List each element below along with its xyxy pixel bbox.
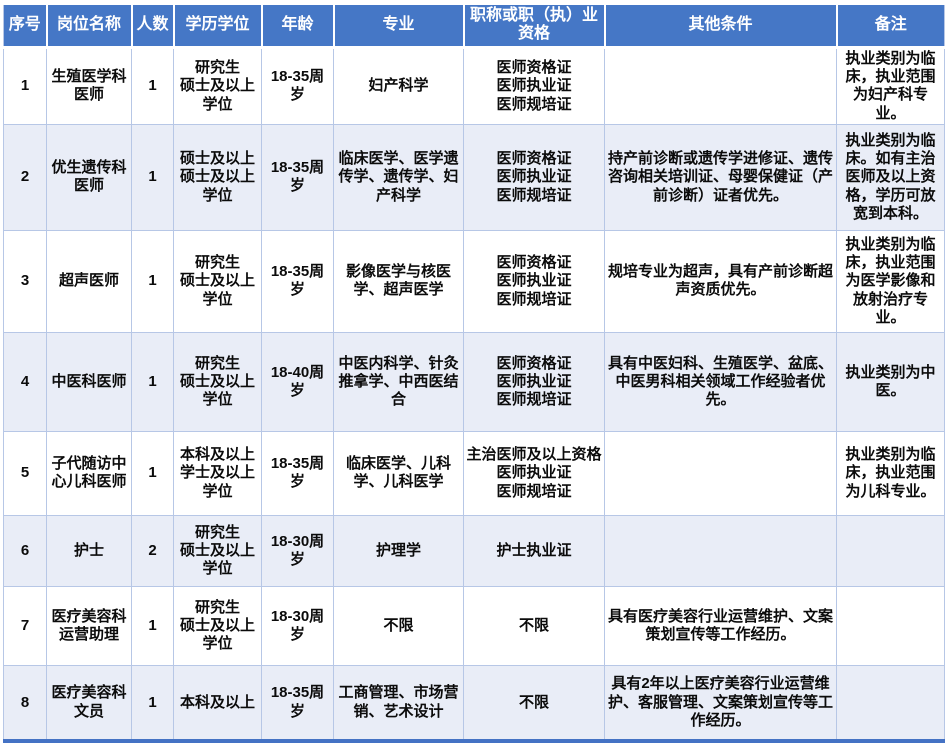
table-body: 1 生殖医学科医师 1 研究生 硕士及以上 学位 18-35周岁 妇产科学 医师…	[3, 46, 945, 742]
cell-age: 18-35周岁	[261, 46, 334, 125]
cell-other: 规培专业为超声，具有产前诊断超声资质优先。	[604, 229, 837, 333]
table-row: 1 生殖医学科医师 1 研究生 硕士及以上 学位 18-35周岁 妇产科学 医师…	[3, 46, 945, 125]
cell-education: 研究生 硕士及以上 学位	[173, 585, 262, 666]
column-header-index: 序号	[3, 5, 47, 49]
cell-position: 超声医师	[46, 229, 132, 333]
cell-other	[604, 430, 837, 516]
table-row: 7 医疗美容科运营助理 1 研究生 硕士及以上 学位 18-30周岁 不限 不限…	[3, 585, 945, 666]
cell-other: 具有2年以上医疗美容行业运营维护、客服管理、文案策划宣传等工作经历。	[604, 664, 837, 742]
cell-remarks: 执业类别为临床，执业范围为医学影像和放射治疗专业。	[836, 229, 945, 333]
column-header-remarks: 备注	[835, 5, 945, 49]
cell-education: 研究生 硕士及以上 学位	[173, 514, 262, 587]
cell-other: 具有中医妇科、生殖医学、盆底、中医男科相关领域工作经验者优先。	[604, 331, 837, 432]
table-row: 3 超声医师 1 研究生 硕士及以上 学位 18-35周岁 影像医学与核医学、超…	[3, 229, 945, 333]
cell-qualification: 医师资格证 医师执业证 医师规培证	[463, 331, 605, 432]
cell-education: 本科及以上	[173, 664, 262, 742]
cell-remarks: 执业类别为临床，执业范围为妇产科专业。	[836, 46, 945, 125]
cell-age: 18-35周岁	[261, 430, 334, 516]
cell-other	[604, 514, 837, 587]
cell-education: 研究生 硕士及以上 学位	[173, 229, 262, 333]
cell-remarks	[836, 585, 945, 666]
cell-major: 妇产科学	[333, 46, 464, 125]
cell-age: 18-40周岁	[261, 331, 334, 432]
cell-count: 1	[131, 331, 174, 432]
column-header-education: 学历学位	[172, 5, 262, 49]
cell-index: 7	[3, 585, 47, 666]
cell-age: 18-30周岁	[261, 514, 334, 587]
cell-major: 工商管理、市场营销、艺术设计	[333, 664, 464, 742]
recruitment-table: 序号 岗位名称 人数 学历学位 年龄 专业 职称或职（执）业资格 其他条件 备注…	[3, 5, 945, 743]
cell-count: 1	[131, 430, 174, 516]
cell-index: 6	[3, 514, 47, 587]
cell-age: 18-35周岁	[261, 229, 334, 333]
cell-education: 本科及以上 学士及以上 学位	[173, 430, 262, 516]
cell-major: 中医内科学、针灸推拿学、中西医结合	[333, 331, 464, 432]
cell-position: 生殖医学科医师	[46, 46, 132, 125]
cell-count: 1	[131, 46, 174, 125]
cell-position: 医疗美容科文员	[46, 664, 132, 742]
table-header: 序号 岗位名称 人数 学历学位 年龄 专业 职称或职（执）业资格 其他条件 备注	[3, 5, 945, 49]
cell-remarks	[836, 664, 945, 742]
cell-position: 中医科医师	[46, 331, 132, 432]
cell-major: 临床医学、儿科学、儿科医学	[333, 430, 464, 516]
column-header-position: 岗位名称	[45, 5, 132, 49]
cell-qualification: 不限	[463, 664, 605, 742]
cell-education: 硕士及以上 硕士及以上 学位	[173, 123, 262, 231]
cell-position: 护士	[46, 514, 132, 587]
cell-index: 2	[3, 123, 47, 231]
column-header-major: 专业	[332, 5, 464, 49]
cell-age: 18-35周岁	[261, 123, 334, 231]
cell-remarks: 执业类别为临床，执业范围为儿科专业。	[836, 430, 945, 516]
cell-other: 具有医疗美容行业运营维护、文案策划宣传等工作经历。	[604, 585, 837, 666]
header-row: 序号 岗位名称 人数 学历学位 年龄 专业 职称或职（执）业资格 其他条件 备注	[3, 5, 945, 49]
cell-position: 子代随访中心儿科医师	[46, 430, 132, 516]
cell-position: 医疗美容科运营助理	[46, 585, 132, 666]
table-row: 4 中医科医师 1 研究生 硕士及以上 学位 18-40周岁 中医内科学、针灸推…	[3, 331, 945, 432]
cell-qualification: 主治医师及以上资格 医师执业证 医师规培证	[463, 430, 605, 516]
cell-count: 1	[131, 229, 174, 333]
cell-index: 4	[3, 331, 47, 432]
table-row: 8 医疗美容科文员 1 本科及以上 18-35周岁 工商管理、市场营销、艺术设计…	[3, 664, 945, 742]
positions-table: 序号 岗位名称 人数 学历学位 年龄 专业 职称或职（执）业资格 其他条件 备注…	[3, 5, 945, 743]
cell-age: 18-30周岁	[261, 585, 334, 666]
table-row: 2 优生遗传科医师 1 硕士及以上 硕士及以上 学位 18-35周岁 临床医学、…	[3, 123, 945, 231]
cell-remarks: 执业类别为临床。如有主治医师及以上资格，学历可放宽到本科。	[836, 123, 945, 231]
column-header-age: 年龄	[260, 5, 334, 49]
cell-qualification: 护士执业证	[463, 514, 605, 587]
cell-count: 1	[131, 585, 174, 666]
column-header-qualification: 职称或职（执）业资格	[462, 5, 605, 49]
cell-major: 不限	[333, 585, 464, 666]
cell-remarks: 执业类别为中医。	[836, 331, 945, 432]
table-row: 5 子代随访中心儿科医师 1 本科及以上 学士及以上 学位 18-35周岁 临床…	[3, 430, 945, 516]
cell-index: 8	[3, 664, 47, 742]
column-header-other: 其他条件	[603, 5, 837, 49]
cell-qualification: 医师资格证 医师执业证 医师规培证	[463, 46, 605, 125]
cell-qualification: 医师资格证 医师执业证 医师规培证	[463, 123, 605, 231]
cell-qualification: 不限	[463, 585, 605, 666]
cell-qualification: 医师资格证 医师执业证 医师规培证	[463, 229, 605, 333]
cell-other	[604, 46, 837, 125]
cell-index: 1	[3, 46, 47, 125]
cell-major: 临床医学、医学遗传学、遗传学、妇产科学	[333, 123, 464, 231]
cell-age: 18-35周岁	[261, 664, 334, 742]
cell-education: 研究生 硕士及以上 学位	[173, 46, 262, 125]
cell-index: 3	[3, 229, 47, 333]
cell-education: 研究生 硕士及以上 学位	[173, 331, 262, 432]
cell-count: 1	[131, 123, 174, 231]
cell-position: 优生遗传科医师	[46, 123, 132, 231]
cell-major: 护理学	[333, 514, 464, 587]
cell-index: 5	[3, 430, 47, 516]
cell-remarks	[836, 514, 945, 587]
column-header-count: 人数	[130, 5, 174, 49]
cell-count: 1	[131, 664, 174, 742]
cell-count: 2	[131, 514, 174, 587]
table-row: 6 护士 2 研究生 硕士及以上 学位 18-30周岁 护理学 护士执业证	[3, 514, 945, 587]
cell-other: 持产前诊断或遗传学进修证、遗传咨询相关培训证、母婴保健证（产前诊断）证者优先。	[604, 123, 837, 231]
cell-major: 影像医学与核医学、超声医学	[333, 229, 464, 333]
